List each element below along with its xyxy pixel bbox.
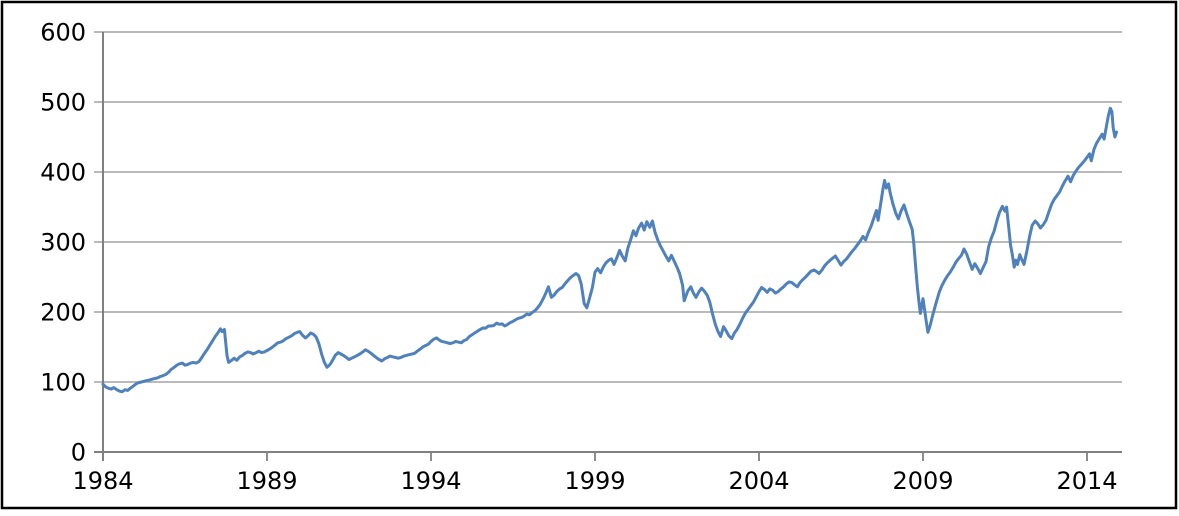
x-axis-label-1999: 1999	[564, 467, 625, 495]
data-series-line	[101, 106, 1118, 394]
x-axis-label-1984: 1984	[72, 467, 133, 495]
x-axis-label-1989: 1989	[236, 467, 297, 495]
x-axis-label-2009: 2009	[892, 467, 953, 495]
x-axis-label-2004: 2004	[728, 467, 789, 495]
y-axis-label-400: 400	[40, 159, 86, 187]
y-axis-label-0: 0	[71, 439, 86, 467]
y-axis-label-200: 200	[40, 299, 86, 327]
y-axis-label-300: 300	[40, 229, 86, 257]
y-axis-label-100: 100	[40, 369, 86, 397]
x-axis-label-1994: 1994	[400, 467, 461, 495]
y-axis-label-500: 500	[40, 89, 86, 117]
y-axis-label-600: 600	[40, 19, 86, 47]
x-axis-label-2014: 2014	[1056, 467, 1117, 495]
